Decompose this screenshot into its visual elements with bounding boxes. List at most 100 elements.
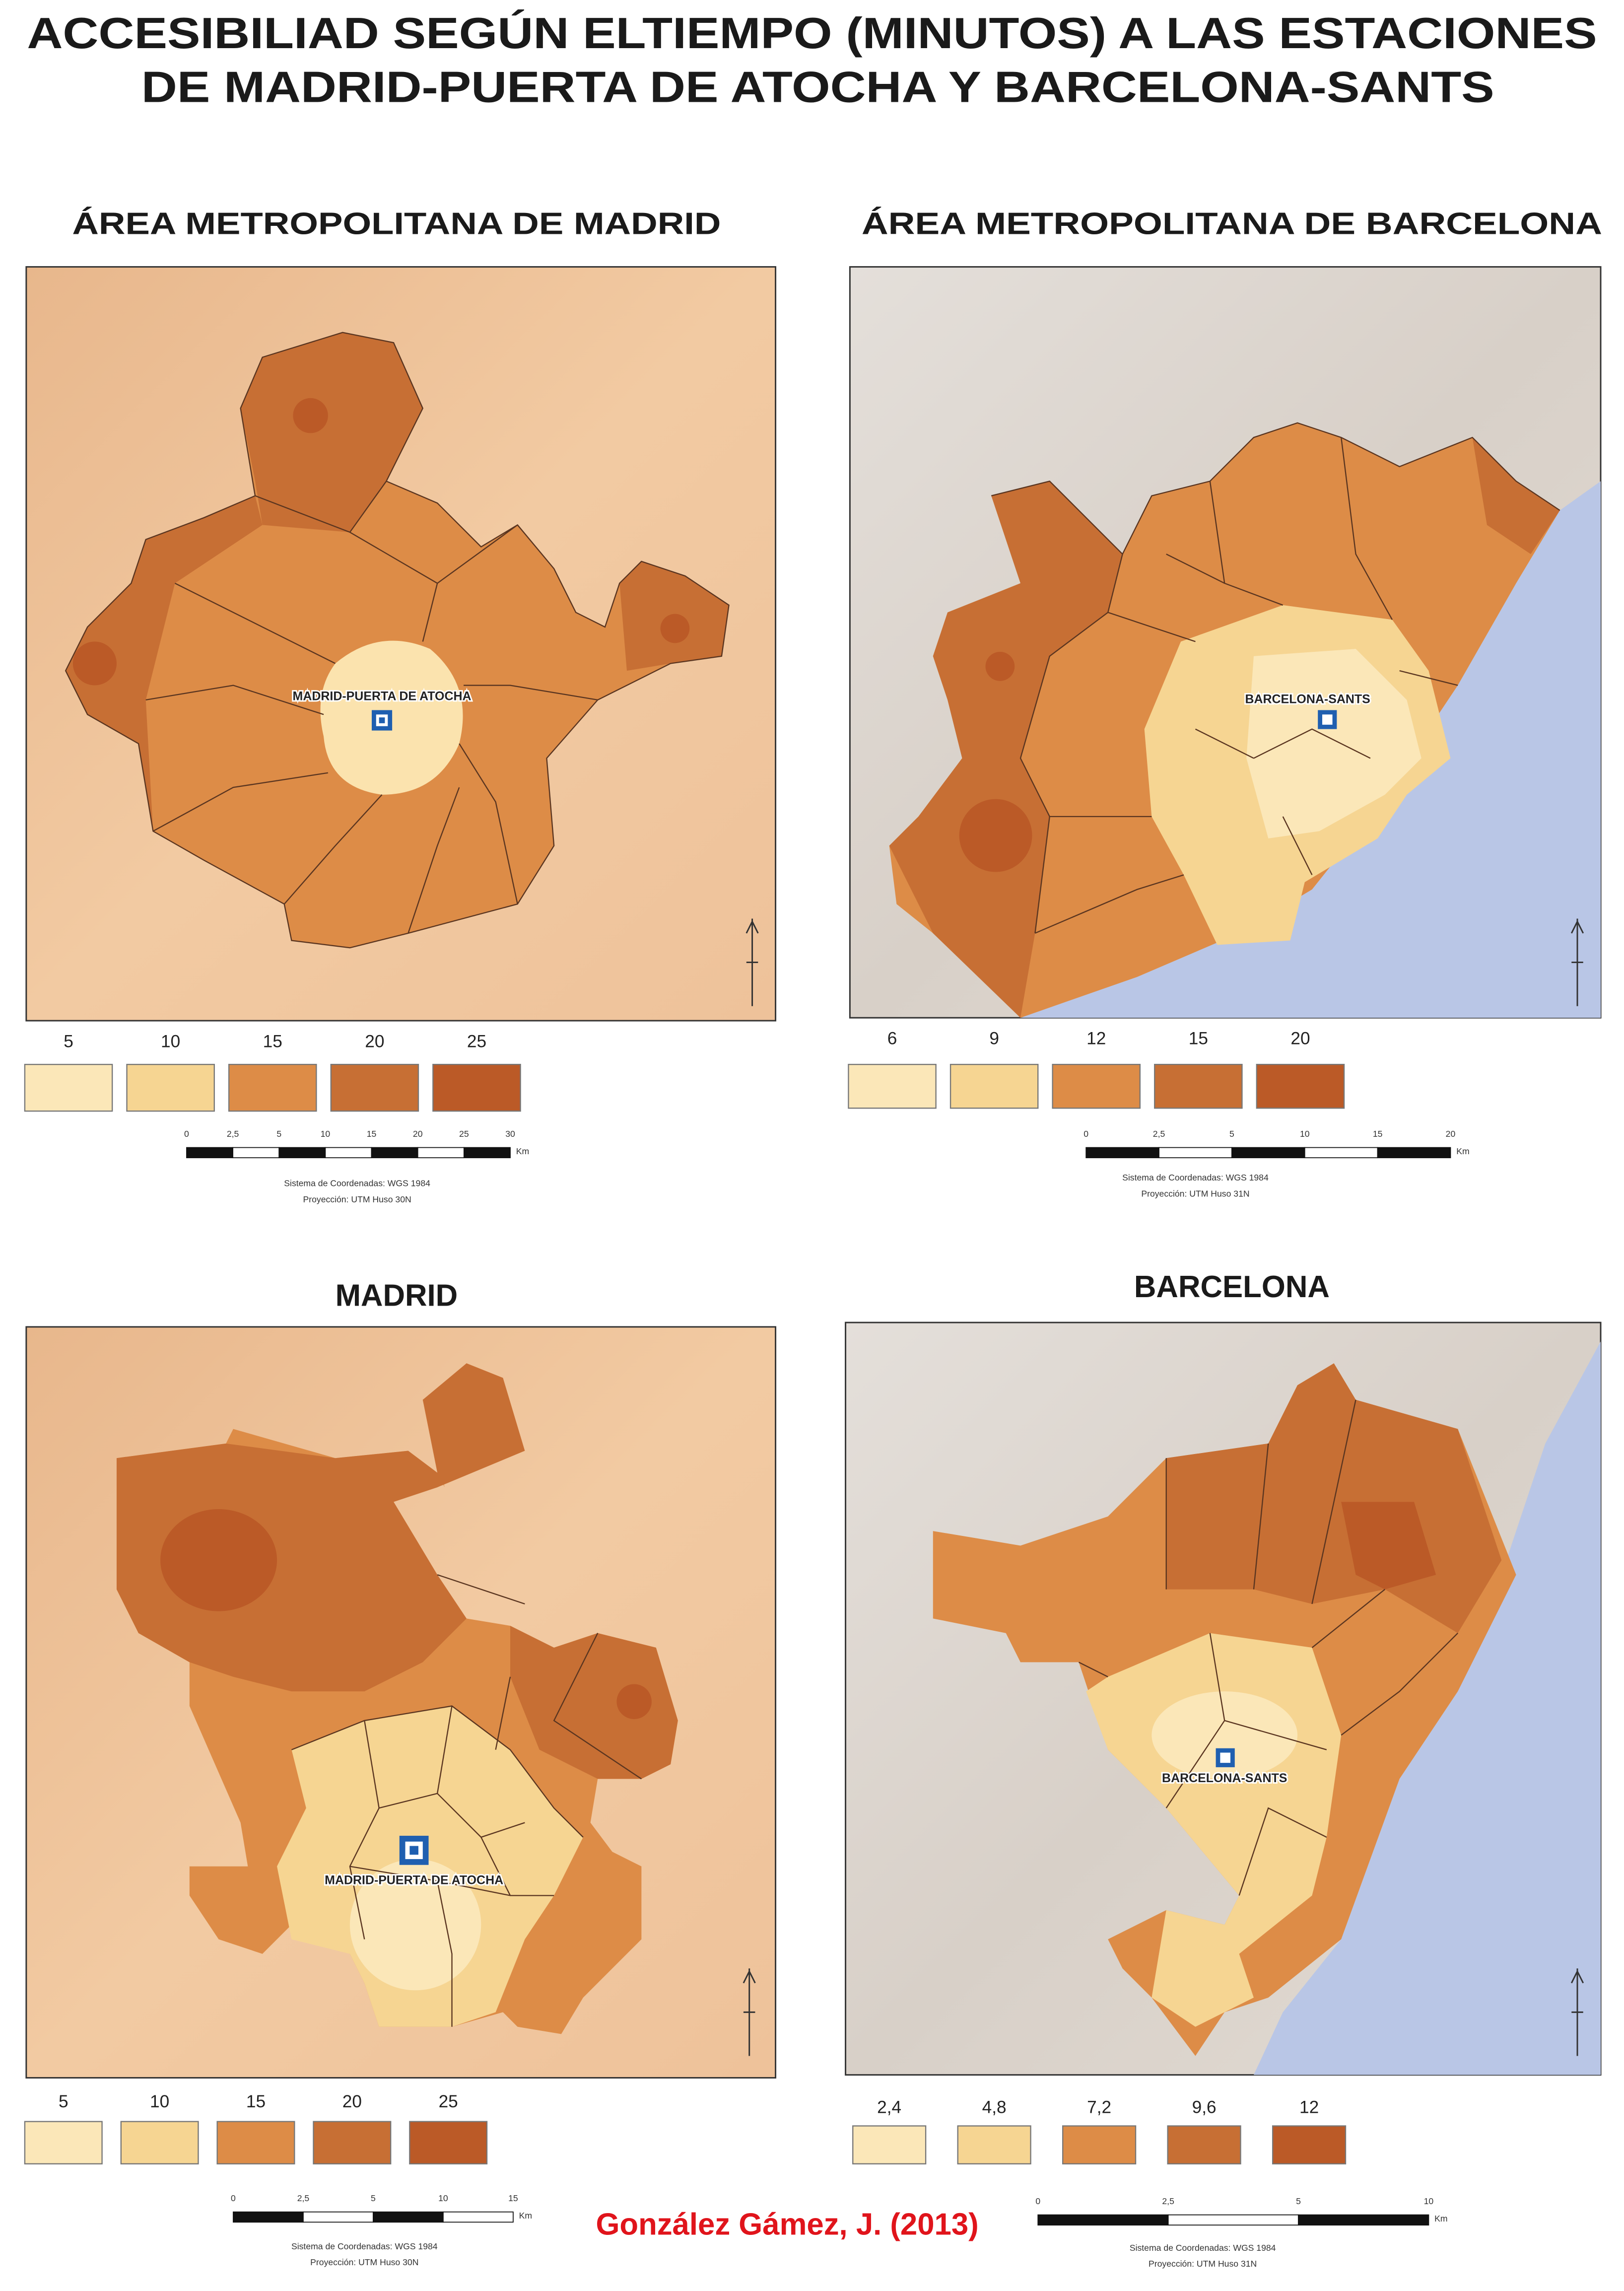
map-panel: MADRID-PUERTA DE ATOCHA bbox=[25, 266, 777, 1022]
scale-bar-segment bbox=[232, 1147, 280, 1159]
scale-label: 0 bbox=[231, 2193, 236, 2203]
scale-bar-segment bbox=[371, 1147, 418, 1159]
scale-label: 2,5 bbox=[227, 1129, 239, 1139]
scale-label: 0 bbox=[1035, 2196, 1040, 2206]
scale-bar-segment bbox=[233, 2211, 304, 2223]
legend-label: 10 bbox=[150, 2092, 169, 2111]
station-label: BARCELONA-SANTS bbox=[1245, 692, 1370, 706]
legend-label: 2,4 bbox=[877, 2098, 901, 2117]
scale-label: 25 bbox=[459, 1129, 469, 1139]
coordinate-note: Sistema de Coordenadas: WGS 1984 bbox=[291, 2241, 438, 2251]
legend-swatch bbox=[313, 2121, 392, 2164]
legend-swatch bbox=[228, 1064, 317, 1112]
legend-swatch bbox=[216, 2121, 295, 2164]
scale-label: 10 bbox=[1424, 2196, 1434, 2206]
scale-label: 2,5 bbox=[1153, 1129, 1165, 1139]
legend-swatch bbox=[1256, 1064, 1345, 1109]
legend-swatch bbox=[949, 1064, 1039, 1109]
scale-bar-segment bbox=[1298, 2214, 1429, 2226]
legend-label: 25 bbox=[467, 1032, 486, 1051]
scale-label: 2,5 bbox=[1162, 2196, 1174, 2206]
scale-label: 5 bbox=[1229, 1129, 1234, 1139]
scale-bar-segment bbox=[303, 2211, 374, 2223]
scale-label: 5 bbox=[276, 1129, 281, 1139]
scale-label: 15 bbox=[508, 2193, 518, 2203]
scale-label: 30 bbox=[505, 1129, 515, 1139]
legend-label: 20 bbox=[1290, 1029, 1310, 1048]
legend-label: 9,6 bbox=[1192, 2098, 1217, 2117]
legend-label: 12 bbox=[1086, 1029, 1106, 1048]
legend-label: 20 bbox=[342, 2092, 362, 2111]
legend-swatch bbox=[957, 2125, 1031, 2164]
scale-bar-segment bbox=[373, 2211, 444, 2223]
legend-swatch bbox=[330, 1064, 419, 1112]
legend-swatch bbox=[848, 1064, 937, 1109]
scale-label: 10 bbox=[1300, 1129, 1310, 1139]
scale-bar-segment bbox=[1304, 1147, 1378, 1159]
legend-label: 5 bbox=[64, 1032, 73, 1051]
legend-swatch bbox=[1062, 2125, 1137, 2164]
map-panel: MADRID-PUERTA DE ATOCHA bbox=[25, 1326, 777, 2079]
scale-bar-segment bbox=[417, 1147, 465, 1159]
legend-swatch bbox=[1154, 1064, 1243, 1109]
station-label: BARCELONA-SANTS bbox=[1162, 1771, 1287, 1785]
legend-swatch bbox=[1052, 1064, 1141, 1109]
scale-unit: Km bbox=[1456, 1146, 1469, 1156]
coordinate-note: Sistema de Coordenadas: WGS 1984 bbox=[1122, 1173, 1269, 1182]
coordinate-note: Proyección: UTM Huso 30N bbox=[303, 1194, 411, 1204]
legend-label: 9 bbox=[989, 1029, 999, 1048]
scale-label: 20 bbox=[413, 1129, 423, 1139]
legend-label: 15 bbox=[263, 1032, 282, 1051]
panel-title: MADRID bbox=[336, 1278, 458, 1313]
station-label: MADRID-PUERTA DE ATOCHA bbox=[325, 1874, 503, 1887]
scale-bar-segment bbox=[278, 1147, 326, 1159]
legend-swatch bbox=[432, 1064, 521, 1112]
scale-bar-segment bbox=[1377, 1147, 1451, 1159]
panel-title: BARCELONA bbox=[1134, 1270, 1330, 1304]
legend-swatch bbox=[1167, 2125, 1241, 2164]
scale-unit: Km bbox=[516, 1146, 529, 1156]
scale-label: 0 bbox=[1083, 1129, 1088, 1139]
coordinate-note: Proyección: UTM Huso 31N bbox=[1149, 2259, 1257, 2269]
coordinate-note: Sistema de Coordenadas: WGS 1984 bbox=[1130, 2243, 1276, 2253]
scale-bar-segment bbox=[186, 1147, 233, 1159]
scale-bar-segment bbox=[443, 2211, 514, 2223]
scale-bar-segment bbox=[1167, 2214, 1299, 2226]
legend-label: 25 bbox=[439, 2092, 458, 2111]
legend-label: 6 bbox=[887, 1029, 897, 1048]
scale-label: 5 bbox=[371, 2193, 376, 2203]
coordinate-note: Proyección: UTM Huso 30N bbox=[310, 2257, 418, 2267]
legend-swatch bbox=[126, 1064, 215, 1112]
scale-bar-segment bbox=[1158, 1147, 1232, 1159]
map-panel: BARCELONA-SANTS bbox=[849, 266, 1602, 1019]
scale-label: 10 bbox=[438, 2193, 448, 2203]
station-label: MADRID-PUERTA DE ATOCHA bbox=[293, 690, 472, 703]
scale-label: 0 bbox=[184, 1129, 189, 1139]
panel-title: ÁREA METROPOLITANA DE BARCELONA bbox=[862, 207, 1602, 241]
legend-label: 5 bbox=[59, 2092, 68, 2111]
scale-label: 20 bbox=[1446, 1129, 1456, 1139]
legend-swatch bbox=[24, 1064, 113, 1112]
credit: González Gámez, J. (2013) bbox=[596, 2207, 978, 2241]
scale-bar-segment bbox=[1037, 2214, 1169, 2226]
map-panel: BARCELONA-SANTS bbox=[845, 1321, 1602, 2076]
legend-label: 7,2 bbox=[1087, 2098, 1111, 2117]
scale-bar-segment bbox=[1231, 1147, 1305, 1159]
panel-title: ÁREA METROPOLITANA DE MADRID bbox=[72, 207, 721, 241]
coordinate-note: Sistema de Coordenadas: WGS 1984 bbox=[284, 1179, 430, 1188]
scale-unit: Km bbox=[519, 2211, 532, 2221]
scale-bar-segment bbox=[325, 1147, 372, 1159]
legend-label: 15 bbox=[246, 2092, 266, 2111]
scale-label: 15 bbox=[367, 1129, 377, 1139]
legend-label: 10 bbox=[161, 1032, 180, 1051]
legend-swatch bbox=[1272, 2125, 1347, 2164]
legend-swatch bbox=[24, 2121, 103, 2164]
scale-bar-segment bbox=[463, 1147, 511, 1159]
legend-swatch bbox=[852, 2125, 927, 2164]
legend-label: 12 bbox=[1299, 2098, 1319, 2117]
scale-label: 15 bbox=[1373, 1129, 1383, 1139]
legend-label: 20 bbox=[365, 1032, 384, 1051]
legend-swatch bbox=[120, 2121, 199, 2164]
